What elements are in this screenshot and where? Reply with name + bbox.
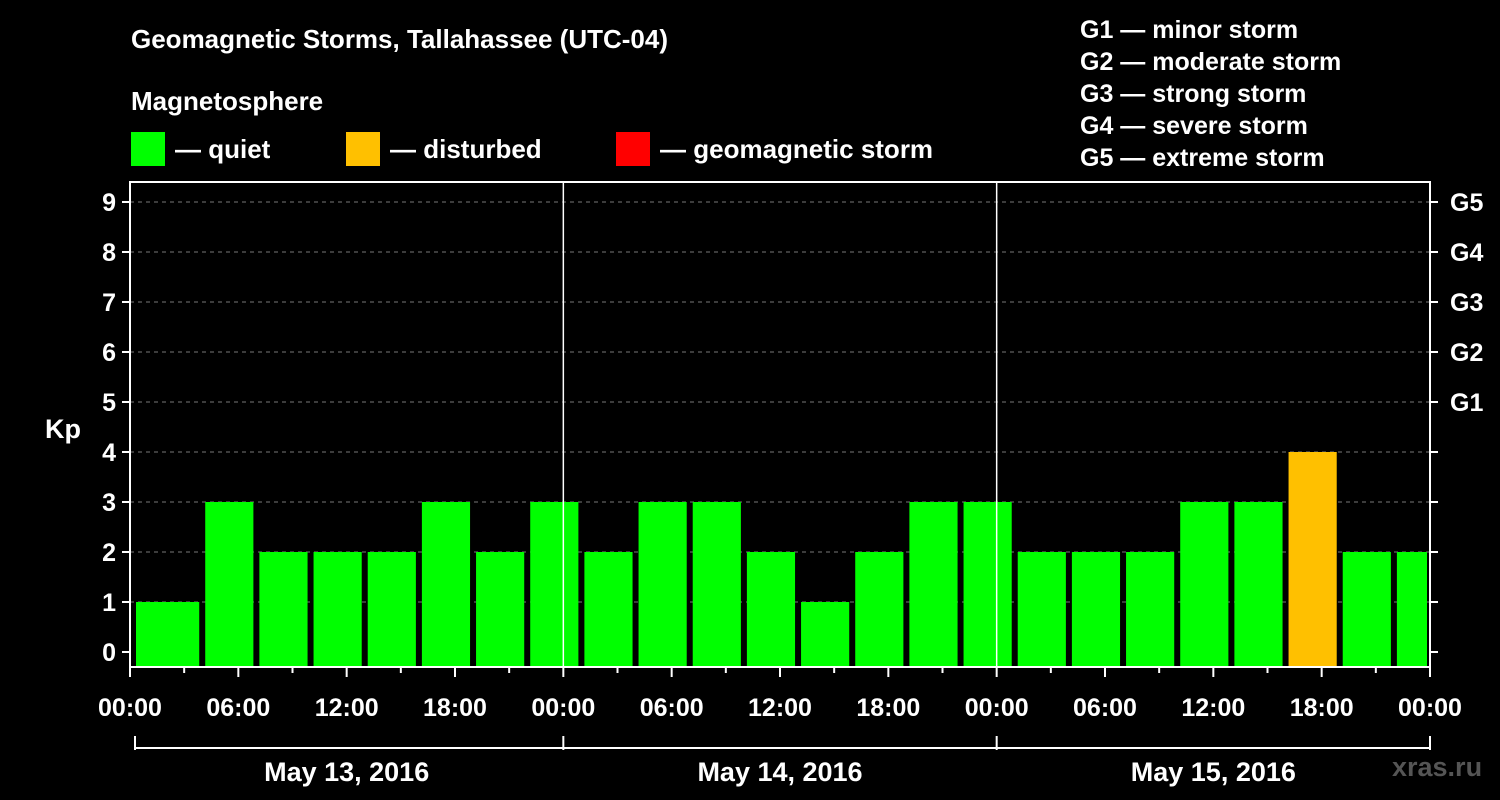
x-tick-label-10: 12:00 xyxy=(1181,694,1245,722)
legend-disturbed-swatch xyxy=(346,132,380,166)
legend-storm-label: — geomagnetic storm xyxy=(660,133,934,164)
y-axis-label: Kp xyxy=(45,414,81,444)
x-tick-label-11: 18:00 xyxy=(1290,694,1354,722)
x-tick-label-0: 00:00 xyxy=(98,694,162,722)
bar-0 xyxy=(136,602,200,667)
x-tick-label-7: 18:00 xyxy=(856,694,920,722)
x-tick-label-2: 12:00 xyxy=(315,694,379,722)
y-tick-label-9: 9 xyxy=(102,189,116,217)
right-axis-label-g4: G4 xyxy=(1450,239,1483,267)
storm-scale-g4: G4 — severe storm xyxy=(1080,112,1308,140)
bar-18 xyxy=(1126,552,1175,667)
bar-21 xyxy=(1288,452,1337,667)
y-tick-label-4: 4 xyxy=(102,439,116,467)
y-tick-label-8: 8 xyxy=(102,239,116,267)
storm-scale-g5: G5 — extreme storm xyxy=(1080,144,1325,172)
bar-20 xyxy=(1234,502,1283,667)
bar-22 xyxy=(1342,552,1391,667)
axes xyxy=(122,181,1438,750)
y-tick-label-7: 7 xyxy=(102,289,116,317)
right-axis-label-g2: G2 xyxy=(1450,339,1483,367)
tick-labels: 0 1 2 3 4 5 6 7 8 9 G1 G2 G3 G4 G5 00:00 06:00 12:00 18:00… xyxy=(98,189,1483,787)
legend-storm: — geomagnetic storm xyxy=(616,132,933,166)
bar-9 xyxy=(638,502,687,667)
bar-4 xyxy=(367,552,416,667)
bar-13 xyxy=(855,552,904,667)
x-tick-label-4: 00:00 xyxy=(531,694,595,722)
day-label-2: May 15, 2016 xyxy=(1131,757,1296,787)
legend-quiet-swatch xyxy=(131,132,165,166)
x-tick-label-6: 12:00 xyxy=(748,694,812,722)
bar-7 xyxy=(530,502,579,667)
x-tick-label-12: 00:00 xyxy=(1398,694,1462,722)
storm-scale-g2: G2 — moderate storm xyxy=(1080,48,1342,76)
bar-19 xyxy=(1180,502,1229,667)
right-axis-label-g5: G5 xyxy=(1450,189,1483,217)
bar-12 xyxy=(801,602,850,667)
y-tick-label-3: 3 xyxy=(102,489,116,517)
storm-scale-g1: G1 — minor storm xyxy=(1080,16,1299,44)
storm-scale-g3: G3 — strong storm xyxy=(1080,80,1307,108)
right-axis-label-g3: G3 xyxy=(1450,289,1483,317)
x-tick-label-8: 00:00 xyxy=(965,694,1029,722)
y-tick-label-2: 2 xyxy=(102,539,116,567)
legend-quiet-label: — quiet xyxy=(175,133,271,164)
bar-23 xyxy=(1396,552,1427,667)
bars xyxy=(136,452,1427,667)
chart-title: Geomagnetic Storms, Tallahassee (UTC-04) xyxy=(131,24,669,54)
legend-storm-swatch xyxy=(616,132,650,166)
bar-2 xyxy=(259,552,308,667)
legend-disturbed: — disturbed xyxy=(346,132,542,166)
y-tick-label-5: 5 xyxy=(102,389,116,417)
x-tick-label-3: 18:00 xyxy=(423,694,487,722)
y-tick-label-1: 1 xyxy=(102,589,116,617)
bar-14 xyxy=(909,502,958,667)
watermark: xras.ru xyxy=(1392,752,1483,782)
y-tick-label-6: 6 xyxy=(102,339,116,367)
bar-11 xyxy=(746,552,796,667)
legend-quiet: — quiet xyxy=(131,132,270,166)
bar-15 xyxy=(963,502,1012,667)
x-tick-label-9: 06:00 xyxy=(1073,694,1137,722)
x-tick-label-1: 06:00 xyxy=(206,694,270,722)
day-label-1: May 14, 2016 xyxy=(697,757,862,787)
bar-6 xyxy=(476,552,525,667)
bar-3 xyxy=(313,552,362,667)
bar-1 xyxy=(205,502,254,667)
right-axis-label-g1: G1 xyxy=(1450,389,1483,417)
y-tick-label-0: 0 xyxy=(102,639,116,667)
bar-10 xyxy=(692,502,741,667)
bar-16 xyxy=(1017,552,1066,667)
bar-5 xyxy=(421,502,471,667)
bar-17 xyxy=(1071,552,1121,667)
bar-8 xyxy=(584,552,633,667)
magnetosphere-label: Magnetosphere xyxy=(131,86,324,116)
storm-scale-legend: G1 — minor storm G2 — moderate storm G3 … xyxy=(1080,14,1341,174)
legend-disturbed-label: — disturbed xyxy=(390,133,542,164)
day-label-0: May 13, 2016 xyxy=(264,757,429,787)
x-tick-label-5: 06:00 xyxy=(640,694,704,722)
